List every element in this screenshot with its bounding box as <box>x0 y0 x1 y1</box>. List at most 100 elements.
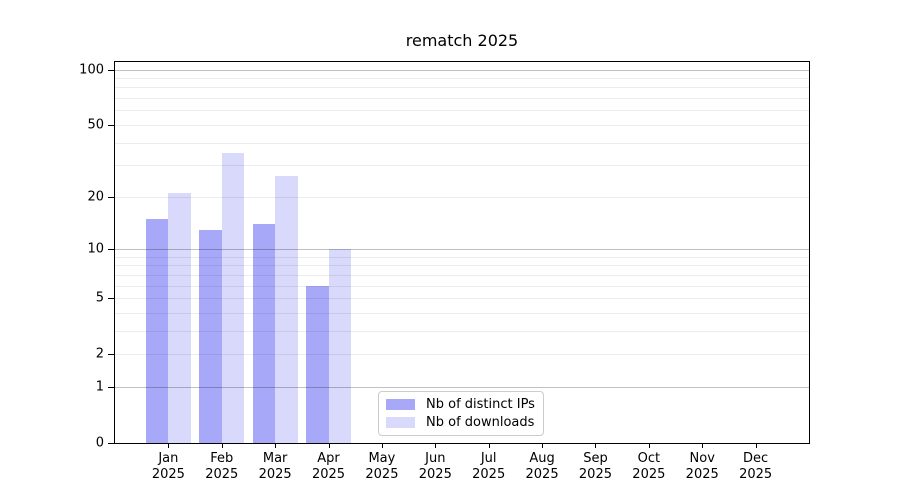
x-tick-label: Mar 2025 <box>259 451 292 483</box>
x-tick-mark <box>328 444 330 448</box>
x-tick-label: Feb 2025 <box>205 451 238 483</box>
bar <box>168 192 191 443</box>
x-tick-year: 2025 <box>365 467 399 482</box>
y-gridline-minor <box>115 330 809 332</box>
x-tick-month: Mar <box>262 451 288 466</box>
y-gridline-minor <box>115 98 809 100</box>
plot-area <box>114 61 810 444</box>
y-tick-label: 5 <box>95 290 104 306</box>
y-tick-mark <box>108 124 114 126</box>
y-gridline-minor <box>115 196 809 198</box>
bar <box>145 218 169 443</box>
x-tick-label: Jul 2025 <box>472 451 505 483</box>
y-gridline-minor <box>115 274 809 276</box>
y-gridline-major <box>115 249 809 250</box>
x-tick-month: Oct <box>637 451 661 466</box>
bar <box>199 229 222 443</box>
x-tick-mark <box>648 444 650 448</box>
legend-item-distinct-ips: Nb of distinct IPs <box>386 396 536 412</box>
y-gridline-minor <box>115 312 809 314</box>
bar <box>275 176 298 443</box>
y-gridline-major <box>115 69 809 71</box>
x-tick-mark <box>168 444 170 448</box>
legend: Nb of distinct IPs Nb of downloads <box>378 391 544 436</box>
y-tick-mark <box>108 386 114 388</box>
x-tick-year: 2025 <box>632 467 666 482</box>
x-tick-month: Jun <box>425 451 446 466</box>
legend-swatch-downloads-icon <box>386 417 415 428</box>
x-tick-mark <box>275 444 277 448</box>
y-tick-label: 100 <box>79 62 104 78</box>
x-tick-label: Dec 2025 <box>739 451 772 483</box>
legend-label-downloads: Nb of downloads <box>426 414 535 430</box>
y-gridline-minor <box>115 256 809 258</box>
x-tick-month: Jan <box>158 451 179 466</box>
y-tick-mark <box>108 69 114 71</box>
y-gridline-minor <box>115 78 809 80</box>
x-tick-year: 2025 <box>151 467 185 482</box>
y-gridline-minor <box>115 354 809 356</box>
x-tick-year: 2025 <box>578 467 612 482</box>
x-tick-year: 2025 <box>205 467 239 482</box>
x-tick-year: 2025 <box>311 467 346 482</box>
y-gridline-major <box>115 386 809 388</box>
bar <box>221 153 245 443</box>
y-tick-label: 20 <box>87 189 104 205</box>
legend-swatch-distinct-ips-icon <box>386 399 415 410</box>
x-tick-month: Jul <box>480 451 497 466</box>
x-tick-label: May 2025 <box>365 451 398 483</box>
x-tick-year: 2025 <box>472 467 506 482</box>
x-tick-mark <box>755 444 757 448</box>
x-tick-mark <box>702 444 704 448</box>
x-tick-label: Jun 2025 <box>419 451 452 483</box>
y-gridline-minor <box>115 285 809 287</box>
x-tick-month: Nov <box>689 451 715 466</box>
x-tick-label: Sep 2025 <box>579 451 612 483</box>
x-tick-year: 2025 <box>418 467 452 482</box>
x-tick-month: Sep <box>583 451 608 466</box>
x-tick-label: Aug 2025 <box>526 451 559 483</box>
y-gridline-minor <box>115 110 809 112</box>
x-tick-mark <box>221 444 223 448</box>
y-gridline-minor <box>115 265 809 267</box>
bar <box>306 285 329 443</box>
y-tick-label: 0 <box>95 435 104 451</box>
y-tick-mark <box>108 298 114 300</box>
y-tick-label: 50 <box>87 117 104 133</box>
x-tick-mark <box>488 444 490 448</box>
x-tick-month: Aug <box>529 451 555 466</box>
x-tick-year: 2025 <box>258 467 292 482</box>
y-gridline-minor <box>115 298 809 300</box>
y-gridline-minor <box>115 165 809 167</box>
y-gridline-minor <box>115 124 809 126</box>
y-tick-mark <box>108 354 114 356</box>
x-tick-mark <box>381 444 383 448</box>
legend-item-downloads: Nb of downloads <box>386 414 536 430</box>
x-tick-mark <box>595 444 597 448</box>
y-gridline-minor <box>115 87 809 89</box>
y-tick-mark <box>108 443 114 444</box>
y-tick-mark <box>108 249 114 250</box>
bar <box>252 223 276 443</box>
x-tick-year: 2025 <box>525 467 559 482</box>
x-tick-month: Feb <box>210 451 234 466</box>
y-tick-label: 10 <box>87 241 104 257</box>
x-tick-month: Dec <box>743 451 769 466</box>
x-tick-month: May <box>368 451 396 466</box>
x-tick-year: 2025 <box>685 467 719 482</box>
x-tick-label: Oct 2025 <box>632 451 665 483</box>
x-tick-month: Apr <box>317 451 340 466</box>
x-tick-label: Nov 2025 <box>686 451 719 483</box>
y-tick-label: 2 <box>95 346 104 362</box>
legend-label-distinct-ips: Nb of distinct IPs <box>426 396 535 412</box>
chart-title: rematch 2025 <box>405 31 519 50</box>
x-tick-label: Jan 2025 <box>152 451 185 483</box>
x-tick-year: 2025 <box>739 467 773 482</box>
x-tick-mark <box>542 444 544 448</box>
x-tick-label: Apr 2025 <box>312 451 345 483</box>
y-tick-label: 1 <box>95 379 104 395</box>
y-tick-mark <box>108 196 114 198</box>
y-gridline-minor <box>115 142 809 144</box>
bar <box>328 249 352 443</box>
